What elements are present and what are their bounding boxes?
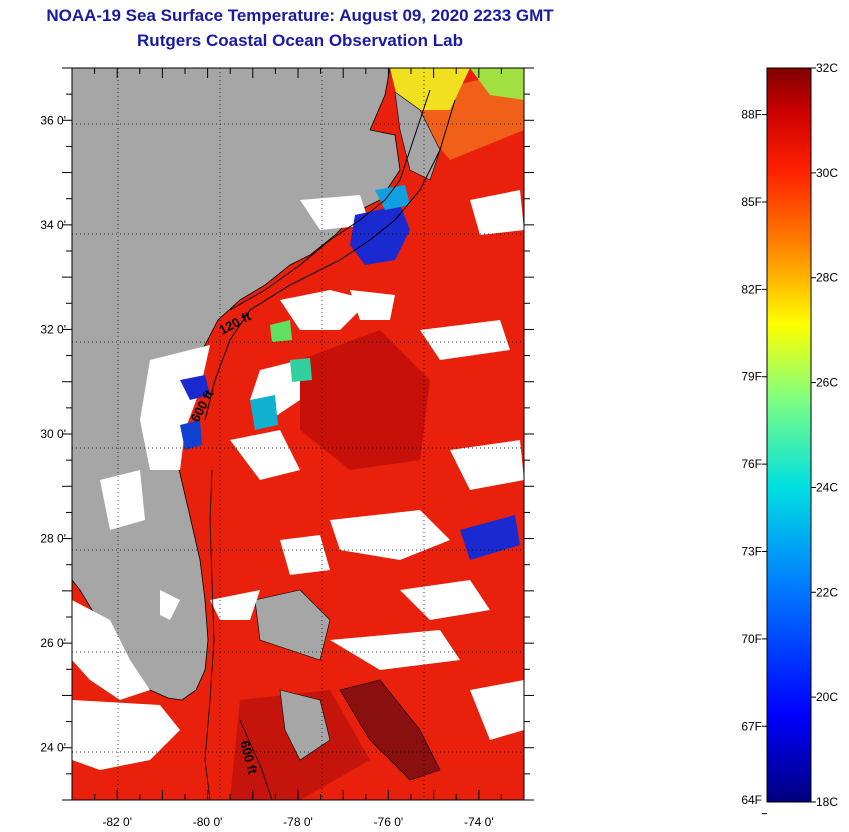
colorbar-label-fahrenheit: 67F: [741, 719, 762, 733]
cool-patch-ne: [470, 68, 524, 100]
chart-title: NOAA-19 Sea Surface Temperature: August …: [46, 6, 554, 25]
contour-florida: [204, 469, 215, 800]
y-tick-label: 32 0': [40, 322, 66, 336]
colorbar: [766, 67, 812, 803]
y-tick-label: 28 0': [40, 532, 66, 546]
colorbar-label-fahrenheit: 85F: [741, 195, 762, 209]
axis-ticks: [62, 67, 534, 801]
colorbar-label-celsius: 22C: [816, 585, 838, 599]
land-outer-banks: [394, 91, 441, 181]
y-tick-label: 34 0': [40, 218, 66, 232]
cold-patches: [180, 185, 520, 560]
y-tick-label: 24 0': [40, 741, 66, 755]
colorbar-label-fahrenheit: 73F: [741, 545, 762, 559]
cloud-fields: [100, 190, 524, 740]
warm-core-patch: [300, 330, 430, 470]
cloud-florida-sw: [72, 600, 150, 700]
map-panel: [72, 68, 524, 800]
x-tick-label: -80 0': [193, 815, 223, 829]
colorbar-label-fahrenheit: 88F: [741, 108, 762, 122]
x-tick-label: -76 0': [374, 815, 404, 829]
colorbar-label-celsius: 26C: [816, 376, 838, 390]
colorbar-label-celsius: 28C: [816, 271, 838, 285]
colorbar-label-fahrenheit: 70F: [741, 632, 762, 646]
colorbar-label-celsius: 18C: [816, 795, 838, 809]
cloud-keys: [72, 700, 180, 770]
colorbar-label-fahrenheit: 79F: [741, 370, 762, 384]
shallow-bank: [339, 679, 441, 781]
colorbar-label-celsius: 20C: [816, 690, 838, 704]
land-bahamas-north: [254, 589, 331, 661]
axis-labels: -82 0' -80 0' -78 0' -76 0' -74 0' 36 0' 34 0'…: [40, 113, 493, 829]
colorbar-label-celsius: 30C: [816, 166, 838, 180]
colorbar-label-celsius: 32C: [816, 61, 838, 75]
colorbar-label-fahrenheit: 76F: [741, 457, 762, 471]
x-tick-label: -82 0': [102, 815, 132, 829]
x-tick-label: -78 0': [283, 815, 313, 829]
colorbar-label-fahrenheit: 64F: [741, 793, 762, 807]
contour-600ft-south: [239, 719, 273, 800]
cool-patch-hatteras: [390, 68, 470, 110]
colorbar-labels: 32C 30C 28C 26C 24C 22C 20C 18C 88F 85F 82F 79F 76F 7…: [741, 61, 838, 815]
y-tick-label: 26 0': [40, 636, 66, 650]
land-bahamas-andros: [279, 689, 331, 761]
colorbar-label-celsius: 24C: [816, 480, 838, 494]
contour-600ft: [204, 99, 456, 421]
y-tick-label: 30 0': [40, 427, 66, 441]
graticule: [72, 68, 524, 800]
contour-120ft: [229, 89, 431, 311]
colorbar-label-fahrenheit: 82F: [741, 282, 762, 296]
x-tick-label: -74 0': [464, 815, 494, 829]
y-tick-label: 36 0': [40, 113, 66, 127]
cloud-coastal: [140, 345, 210, 470]
chart-subtitle: Rutgers Coastal Ocean Observation Lab: [137, 31, 463, 50]
